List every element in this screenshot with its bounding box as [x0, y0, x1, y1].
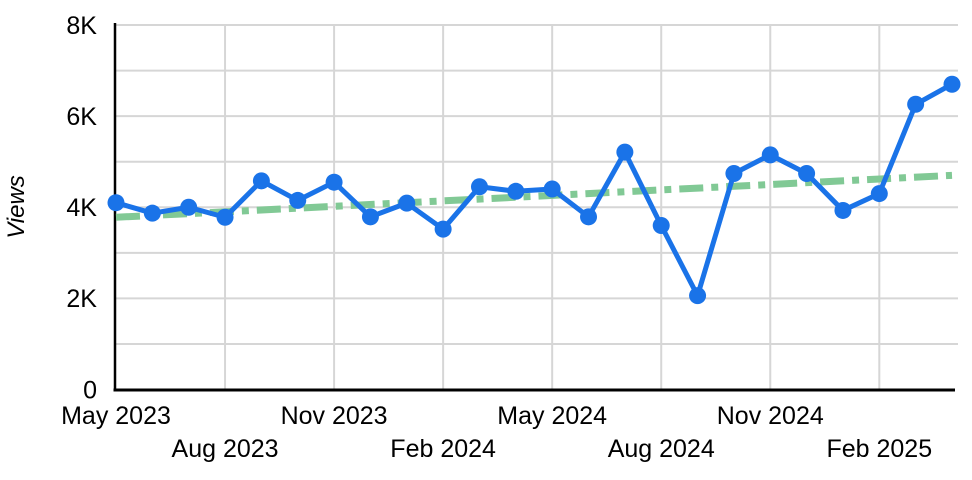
x-tick-label: Nov 2024: [717, 402, 824, 430]
y-tick-label: 0: [83, 376, 97, 404]
data-point: Apr 2025: 6700: [943, 75, 961, 93]
data-point: Sep 2023: 4580: [252, 172, 270, 190]
data-point: Sep 2024: 2060: [689, 287, 707, 305]
y-tick-label: 2K: [66, 285, 97, 313]
x-tick-label: Aug 2023: [172, 435, 279, 463]
x-tick-label: Aug 2024: [608, 435, 715, 463]
data-point: Mar 2025: 6260: [907, 95, 925, 113]
data-point: Jan 2024: 4090: [398, 194, 416, 212]
data-point: Nov 2024: 5150: [761, 146, 779, 164]
x-tick-label: Nov 2023: [281, 402, 388, 430]
data-point: Apr 2024: 4350: [507, 182, 525, 200]
data-point: Dec 2023: 3790: [361, 208, 379, 226]
y-tick-label: 6K: [66, 103, 97, 131]
data-point: Nov 2023: 4550: [325, 173, 343, 191]
y-tick-label: 8K: [66, 12, 97, 40]
data-series-group: May 2023: 4100 Jun 2023: 3870 Jul 2023: 40…: [107, 75, 961, 305]
x-tick-label: Feb 2024: [390, 435, 496, 463]
vertical-gridlines: [224, 25, 881, 390]
data-point: Mar 2024: 4450: [470, 178, 488, 196]
data-point: Oct 2023: 4150: [289, 191, 307, 209]
data-point: May 2023: 4100: [107, 194, 125, 212]
data-point: Jun 2023: 3870: [143, 204, 161, 222]
data-point: Oct 2024: 4740: [725, 165, 743, 183]
data-point: Jul 2024: 5210: [616, 143, 634, 161]
data-point: Aug 2023: 3780: [216, 208, 234, 226]
data-point: May 2024: 4400: [543, 180, 561, 198]
data-point: Feb 2025: 4300: [870, 185, 888, 203]
series-line: [113, 81, 955, 299]
data-point: Aug 2024: 3600: [652, 216, 670, 234]
data-point: Jan 2025: 3930: [834, 201, 852, 219]
data-point: Dec 2024: 4740: [798, 165, 816, 183]
data-point: Jun 2024: 3790: [580, 208, 598, 226]
x-tick-label: May 2023: [61, 402, 171, 430]
data-point: Jul 2023: 4000: [180, 198, 198, 216]
x-tick-label: May 2024: [497, 402, 607, 430]
y-axis-tick-labels: 0 2K 4K 6K 8K: [66, 12, 97, 405]
horizontal-gridlines: [115, 24, 958, 345]
y-tick-label: 4K: [66, 194, 97, 222]
x-tick-label: Feb 2025: [826, 435, 932, 463]
data-point: Feb 2024: 3520: [434, 220, 452, 238]
y-axis-title: Views: [3, 175, 30, 239]
